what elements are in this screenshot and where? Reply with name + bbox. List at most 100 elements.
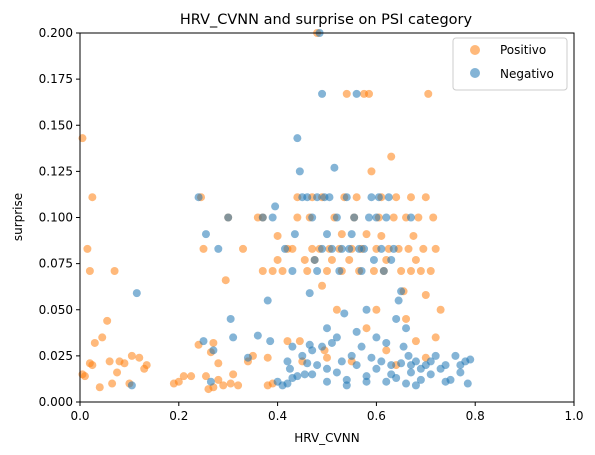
point-positivo-43 bbox=[239, 244, 248, 253]
point-positivo-104 bbox=[406, 267, 415, 275]
point-positivo-78 bbox=[342, 89, 351, 98]
point-negativo-17 bbox=[271, 202, 280, 211]
point-positivo-112 bbox=[426, 267, 435, 275]
point-negativo-51 bbox=[345, 244, 354, 253]
point-negativo-111 bbox=[367, 353, 376, 362]
point-positivo-13 bbox=[108, 379, 117, 388]
y-tick-label-3: 0.075 bbox=[39, 257, 73, 271]
point-positivo-22 bbox=[142, 361, 151, 370]
point-positivo-133 bbox=[421, 290, 430, 299]
point-positivo-120 bbox=[362, 324, 371, 333]
point-negativo-74 bbox=[402, 324, 411, 333]
point-negativo-94 bbox=[323, 364, 331, 373]
point-positivo-98 bbox=[392, 193, 401, 202]
point-negativo-125 bbox=[362, 377, 371, 386]
point-negativo-112 bbox=[377, 357, 386, 366]
point-positivo-2 bbox=[80, 372, 89, 381]
point-negativo-42 bbox=[323, 324, 331, 333]
point-positivo-87 bbox=[364, 89, 373, 98]
x-axis: 0.0 0.2 0.4 0.6 0.8 1.0 bbox=[70, 402, 584, 423]
point-positivo-105 bbox=[409, 231, 418, 240]
point-positivo-117 bbox=[411, 337, 420, 346]
point-positivo-58 bbox=[295, 337, 304, 346]
point-positivo-47 bbox=[258, 267, 267, 275]
point-positivo-20 bbox=[135, 353, 144, 362]
point-positivo-127 bbox=[263, 353, 272, 362]
point-negativo-48 bbox=[337, 244, 346, 253]
point-negativo-97 bbox=[352, 361, 361, 370]
point-positivo-17 bbox=[120, 359, 129, 368]
point-negativo-22 bbox=[285, 364, 294, 373]
point-negativo-121 bbox=[288, 342, 297, 351]
point-negativo-36 bbox=[313, 193, 322, 202]
point-negativo-25 bbox=[290, 230, 299, 239]
point-negativo-100 bbox=[382, 377, 391, 386]
legend-label-negativo: Negativo bbox=[500, 67, 554, 81]
point-positivo-118 bbox=[402, 314, 411, 323]
point-negativo-38 bbox=[318, 89, 327, 98]
point-positivo-89 bbox=[369, 267, 378, 275]
point-positivo-52 bbox=[273, 231, 282, 240]
point-negativo-33 bbox=[308, 213, 317, 222]
point-negativo-69 bbox=[389, 244, 398, 253]
point-negativo-46 bbox=[332, 213, 341, 222]
point-positivo-25 bbox=[179, 372, 188, 381]
point-negativo-106 bbox=[318, 342, 327, 351]
point-positivo-74 bbox=[332, 305, 341, 314]
x-tick-label-5: 1.0 bbox=[564, 409, 583, 423]
point-positivo-8 bbox=[90, 338, 99, 347]
point-positivo-60 bbox=[300, 255, 309, 264]
point-negativo-14 bbox=[263, 296, 272, 305]
point-negativo-99 bbox=[372, 364, 381, 373]
point-negativo-7 bbox=[214, 244, 223, 253]
y-tick-label-6: 0.150 bbox=[39, 118, 73, 132]
point-positivo-97 bbox=[389, 213, 398, 222]
point-positivo-56 bbox=[288, 244, 297, 253]
point-positivo-42 bbox=[234, 381, 243, 390]
point-negativo-110 bbox=[357, 342, 366, 351]
point-positivo-61 bbox=[303, 267, 312, 275]
point-negativo-129 bbox=[441, 377, 450, 386]
point-negativo-92 bbox=[303, 359, 312, 368]
x-tick-label-4: 0.8 bbox=[466, 409, 485, 423]
point-negativo-12 bbox=[253, 331, 262, 340]
point-positivo-24 bbox=[174, 377, 183, 386]
point-positivo-121 bbox=[382, 346, 391, 355]
point-negativo-95 bbox=[332, 368, 341, 377]
point-negativo-4 bbox=[201, 230, 210, 239]
point-positivo-26 bbox=[187, 372, 196, 381]
point-positivo-111 bbox=[424, 89, 433, 98]
point-positivo-119 bbox=[372, 305, 381, 314]
point-negativo-80 bbox=[426, 370, 435, 379]
point-positivo-116 bbox=[436, 305, 445, 314]
point-negativo-68 bbox=[387, 255, 396, 264]
point-negativo-20 bbox=[281, 244, 290, 253]
point-negativo-76 bbox=[406, 213, 415, 222]
legend: Positivo Negativo bbox=[452, 37, 568, 91]
point-negativo-67 bbox=[384, 193, 393, 202]
point-positivo-108 bbox=[416, 267, 425, 275]
point-positivo-107 bbox=[414, 213, 423, 222]
y-tick-label-7: 0.175 bbox=[39, 72, 73, 86]
point-positivo-7 bbox=[88, 361, 97, 370]
point-negativo-54 bbox=[352, 89, 361, 98]
point-positivo-114 bbox=[431, 244, 440, 253]
point-negativo-91 bbox=[293, 372, 302, 381]
point-positivo-132 bbox=[406, 193, 415, 202]
point-negativo-114 bbox=[397, 359, 406, 368]
point-positivo-96 bbox=[387, 152, 396, 161]
point-negativo-66 bbox=[382, 213, 391, 222]
point-positivo-15 bbox=[113, 368, 122, 377]
point-positivo-34 bbox=[209, 338, 218, 347]
x-tick-label-0: 0.0 bbox=[70, 409, 89, 423]
point-negativo-1 bbox=[132, 289, 141, 298]
point-negativo-96 bbox=[342, 375, 351, 384]
point-negativo-23 bbox=[288, 267, 297, 275]
point-positivo-126 bbox=[283, 337, 292, 346]
point-positivo-14 bbox=[110, 267, 119, 275]
point-negativo-83 bbox=[441, 361, 450, 370]
point-negativo-130 bbox=[456, 368, 465, 377]
point-negativo-34 bbox=[310, 255, 319, 264]
point-positivo-9 bbox=[95, 383, 104, 392]
point-negativo-126 bbox=[387, 370, 396, 379]
